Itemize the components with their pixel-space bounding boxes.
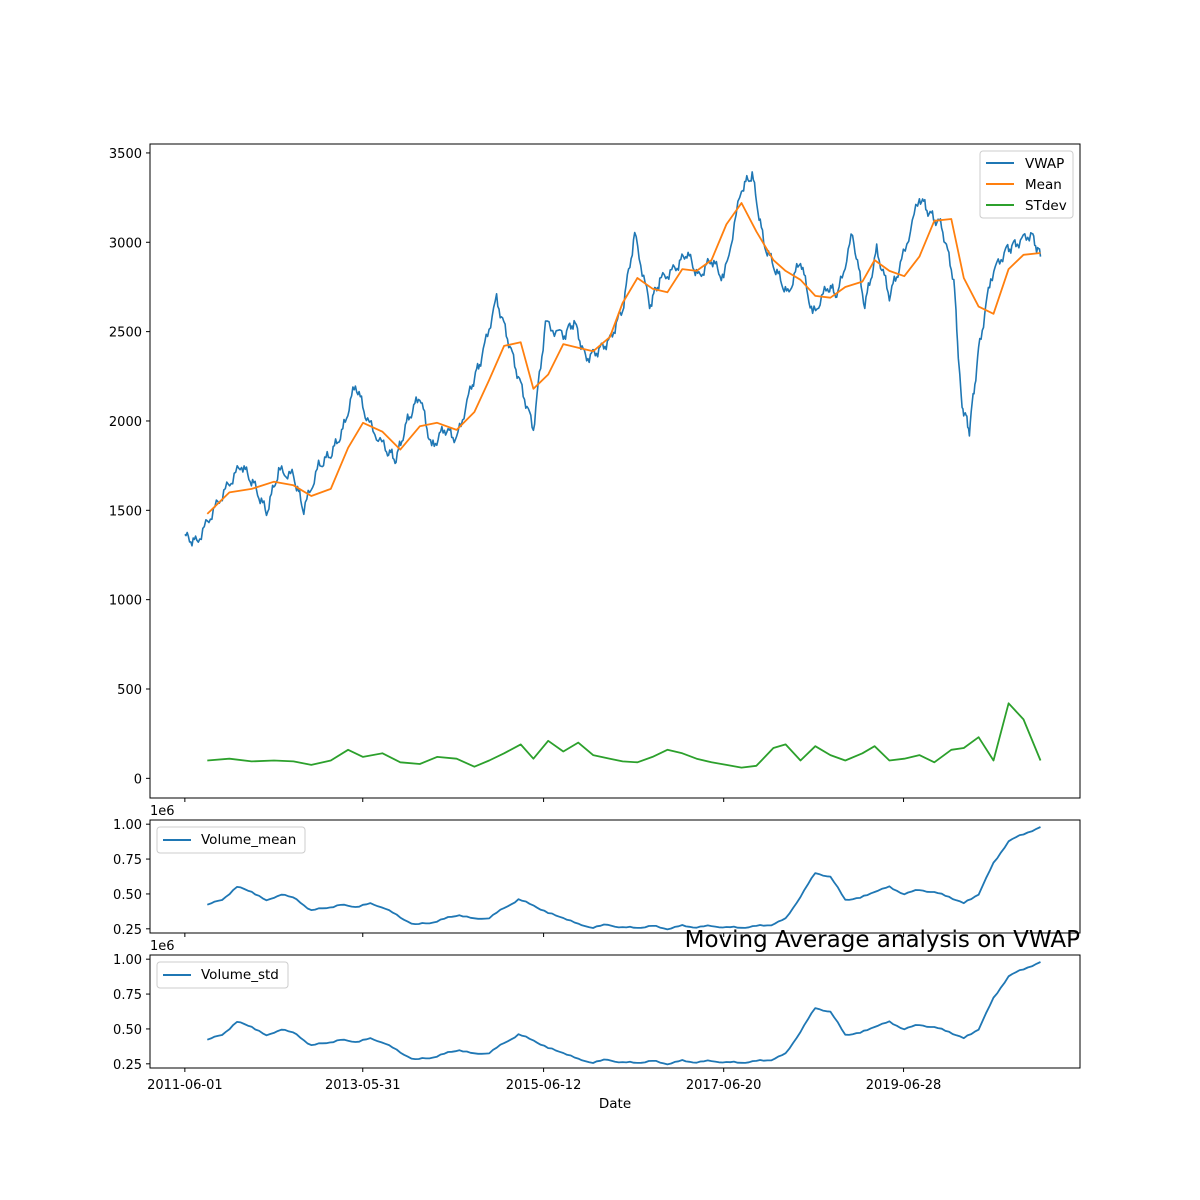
y-tick-label: 1500 <box>109 504 142 519</box>
vwap-legend-box <box>979 150 1074 219</box>
x-tick-label: 2015-06-12 <box>506 1078 582 1093</box>
x-tick-label: 2019-06-28 <box>866 1078 942 1093</box>
volume-mean-line <box>207 826 1041 931</box>
mean-line <box>206 202 1041 515</box>
vwap-panel: 0 500 1000 1500 2000 2500 3000 3500 VWAP Mean S… <box>109 143 1081 802</box>
volume-std-axes-frame <box>149 954 1081 1069</box>
volume-std-legend-box <box>156 961 289 989</box>
y-tick-label: 1000 <box>109 594 142 609</box>
y-tick-label: 1.00 <box>113 818 142 833</box>
x-axis-title: Date <box>599 1096 631 1112</box>
x-tick-label: 2017-06-20 <box>686 1078 762 1093</box>
volume-std-multiplier: 1e6 <box>150 939 175 954</box>
x-tick-label: 2013-05-31 <box>325 1078 401 1093</box>
volume-std-legend-label: Volume_std <box>201 967 279 983</box>
vwap-legend-label: VWAP <box>1025 156 1064 172</box>
volume-std-legend: Volume_std <box>156 961 289 989</box>
volume-std-panel: 0.250.500.751.00 2011-06-01 2013-05-31 201… <box>113 939 1081 1112</box>
volume-mean-y-axis: 0.25 0.50 0.75 1.00 <box>113 818 150 938</box>
vwap-x-axis <box>184 798 905 802</box>
mean-legend-label: Mean <box>1025 177 1062 193</box>
y-tick-label: 500 <box>117 683 142 698</box>
y-tick-label: 3000 <box>109 236 142 251</box>
y-tick-label: 0.25 <box>113 1058 142 1073</box>
volume-mean-legend-box <box>156 826 306 854</box>
y-tick-label: 0.50 <box>113 1023 142 1038</box>
figure-title: Moving Average analysis on VWAP <box>685 927 1081 953</box>
volume-mean-axes-frame <box>149 819 1081 934</box>
volume-mean-x-axis <box>184 933 905 937</box>
volume-std-line <box>207 961 1041 1066</box>
vwap-line <box>184 171 1042 547</box>
stdev-legend-label: STdev <box>1025 198 1067 214</box>
x-tick-label: 2011-06-01 <box>147 1078 223 1093</box>
y-tick-label: 0.25 <box>113 923 142 938</box>
volume-mean-legend: Volume_mean <box>156 826 306 854</box>
y-tick-label: 2500 <box>109 326 142 341</box>
y-tick-label: 0.75 <box>113 988 142 1003</box>
volume-mean-series-lines <box>207 826 1041 931</box>
y-tick-label: 0.75 <box>113 853 142 868</box>
volume-std-y-axis: 0.25 0.50 0.75 1.00 <box>113 953 150 1073</box>
volume-mean-panel: 0.25 0.50 0.75 1.00 1e6 Volume_mean <box>113 804 1081 938</box>
y-tick-label: 2000 <box>109 415 142 430</box>
volume-mean-multiplier: 1e6 <box>150 804 175 819</box>
y-tick-label: 0.50 <box>113 888 142 903</box>
volume-std-x-axis: 2011-06-01 2013-05-31 2015-06-12 2017-06-20… <box>147 1068 941 1093</box>
vwap-legend: VWAP Mean STdev <box>979 150 1074 219</box>
y-tick-label: 1.00 <box>113 953 142 968</box>
y-tick-label: 0 <box>134 772 142 787</box>
vwap-y-axis: 0 500 1000 1500 2000 2500 3000 3500 <box>109 147 150 787</box>
volume-std-series-lines <box>207 961 1041 1066</box>
stdev-line <box>207 702 1042 769</box>
y-tick-label: 3500 <box>109 147 142 162</box>
vwap-axes-frame <box>149 143 1081 799</box>
vwap-series-lines <box>184 171 1042 769</box>
volume-mean-legend-label: Volume_mean <box>201 832 296 848</box>
